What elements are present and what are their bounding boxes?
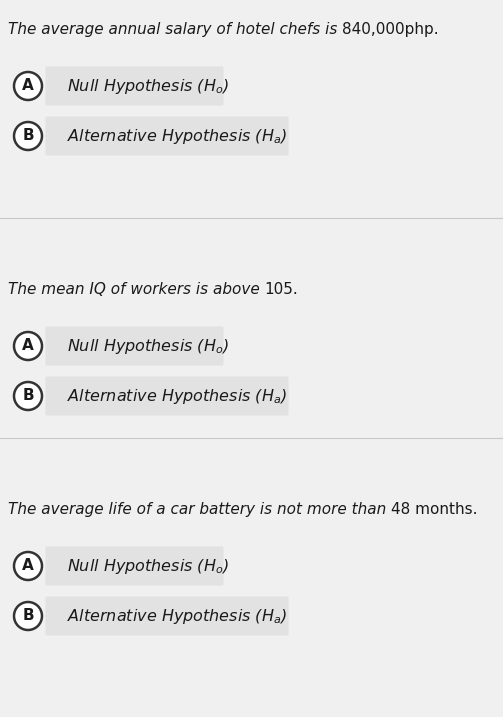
Text: Alternative Hypothesis ($\mathit{H_a}$): Alternative Hypothesis ($\mathit{H_a}$)	[67, 607, 287, 625]
Text: 105.: 105.	[265, 282, 298, 297]
FancyBboxPatch shape	[45, 546, 223, 586]
Text: A: A	[22, 78, 34, 93]
Text: Null Hypothesis ($\mathit{H_o}$): Null Hypothesis ($\mathit{H_o}$)	[67, 77, 229, 95]
Circle shape	[14, 122, 42, 150]
Text: B: B	[22, 128, 34, 143]
Text: The average life of a car battery is not more than: The average life of a car battery is not…	[8, 502, 391, 517]
FancyBboxPatch shape	[45, 67, 223, 105]
Text: A: A	[22, 559, 34, 574]
Text: Alternative Hypothesis ($\mathit{H_a}$): Alternative Hypothesis ($\mathit{H_a}$)	[67, 386, 287, 406]
Text: Alternative Hypothesis ($\mathit{H_a}$): Alternative Hypothesis ($\mathit{H_a}$)	[67, 126, 287, 146]
Text: B: B	[22, 609, 34, 624]
Text: Null Hypothesis ($\mathit{H_o}$): Null Hypothesis ($\mathit{H_o}$)	[67, 336, 229, 356]
FancyBboxPatch shape	[45, 376, 289, 415]
Text: 840,000php.: 840,000php.	[342, 22, 439, 37]
Circle shape	[14, 552, 42, 580]
Text: The mean IQ of workers is above: The mean IQ of workers is above	[8, 282, 265, 297]
FancyBboxPatch shape	[45, 597, 289, 635]
Circle shape	[14, 602, 42, 630]
FancyBboxPatch shape	[45, 116, 289, 156]
Circle shape	[14, 72, 42, 100]
FancyBboxPatch shape	[45, 326, 223, 366]
Text: Null Hypothesis ($\mathit{H_o}$): Null Hypothesis ($\mathit{H_o}$)	[67, 556, 229, 576]
Text: 48 months.: 48 months.	[391, 502, 478, 517]
Circle shape	[14, 382, 42, 410]
Text: The average annual salary of hotel chefs is: The average annual salary of hotel chefs…	[8, 22, 342, 37]
Text: B: B	[22, 389, 34, 404]
Text: A: A	[22, 338, 34, 353]
Circle shape	[14, 332, 42, 360]
